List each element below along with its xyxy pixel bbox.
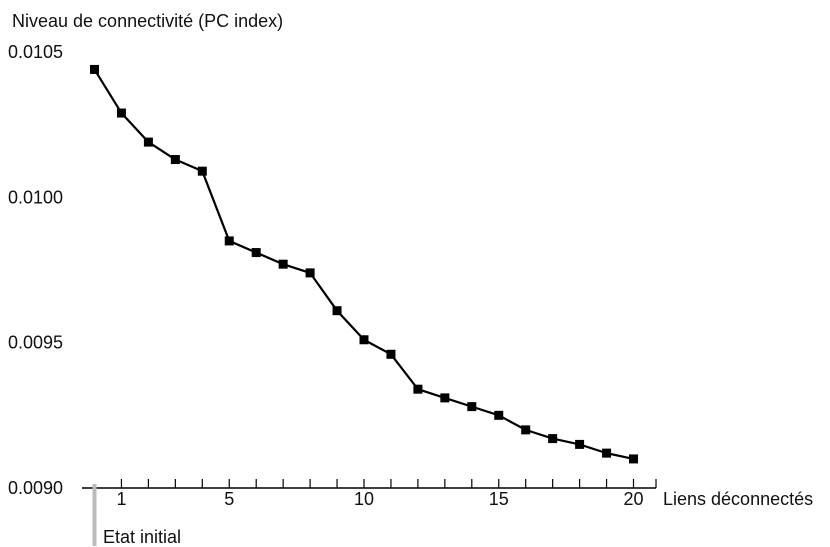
x-tick-label: 20: [623, 489, 643, 509]
data-point-marker: [90, 64, 99, 74]
series: [90, 64, 638, 464]
x-tick-label: 15: [489, 489, 509, 509]
data-point-marker: [521, 425, 531, 435]
data-point-marker: [116, 108, 126, 118]
data-point-marker: [602, 448, 612, 458]
y-tick-label: 0.0100: [8, 187, 63, 207]
data-point-marker: [359, 335, 369, 345]
data-point-marker: [305, 268, 315, 278]
axes: [82, 484, 656, 546]
data-point-marker: [197, 166, 207, 176]
data-point-marker: [413, 384, 423, 394]
data-point-marker: [251, 248, 261, 258]
data-point-marker: [575, 439, 585, 449]
data-point-marker: [629, 454, 638, 464]
y-tick-label: 0.0090: [8, 478, 63, 498]
data-point-marker: [494, 410, 504, 420]
series-line: [93, 68, 634, 461]
data-point-marker: [386, 349, 396, 359]
data-point-marker: [143, 137, 153, 147]
x-tick-label: 10: [354, 489, 374, 509]
data-point-marker: [548, 434, 558, 444]
data-point-marker: [332, 306, 342, 316]
x-tick-label: 5: [224, 489, 234, 509]
data-point-marker: [170, 155, 180, 165]
x-axis-label: Liens déconnectés: [663, 489, 813, 509]
x-tick-label: 1: [116, 489, 126, 509]
data-point-marker: [467, 402, 477, 412]
data-point-marker: [224, 236, 234, 246]
data-point-marker: [278, 259, 288, 269]
y-tick-label: 0.0105: [8, 42, 63, 62]
y-axis-label: Niveau de connectivité (PC index): [12, 11, 283, 31]
initial-state-label: Etat initial: [103, 527, 181, 547]
y-tick-label: 0.0095: [8, 333, 63, 353]
data-point-marker: [440, 393, 450, 403]
